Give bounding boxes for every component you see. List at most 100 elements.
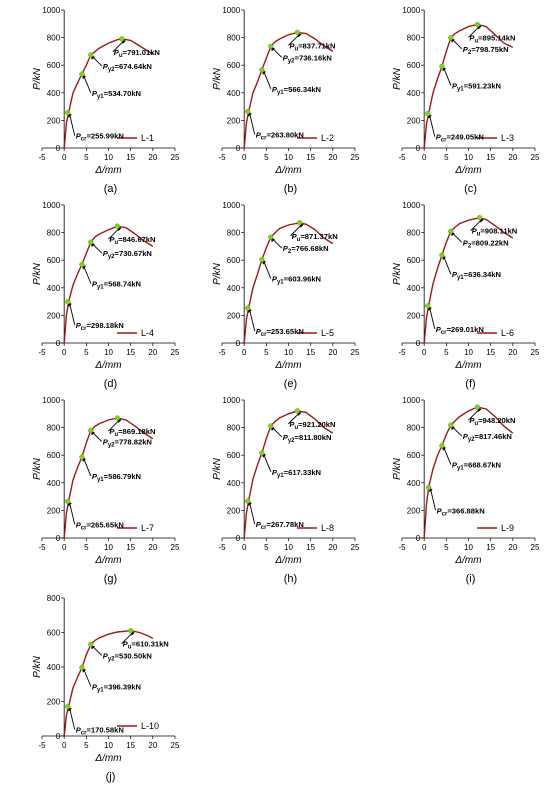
x-tick-label: 15 xyxy=(306,543,315,552)
x-tick-label: 25 xyxy=(531,543,540,552)
y-tick-label: 1000 xyxy=(42,6,60,15)
x-tick-label: -5 xyxy=(218,543,226,552)
x-tick-label: 10 xyxy=(104,153,113,162)
annotation-arrow xyxy=(83,458,92,477)
y-tick-label: 200 xyxy=(227,506,241,515)
x-tick-label: 20 xyxy=(148,348,157,357)
x-tick-label: 15 xyxy=(486,153,495,162)
data-point xyxy=(79,664,85,671)
x-tick-label: 0 xyxy=(62,543,67,552)
x-tick-label: 20 xyxy=(328,543,337,552)
x-tick-label: 20 xyxy=(328,348,337,357)
data-point xyxy=(79,261,85,268)
y-tick-label: 0 xyxy=(236,144,241,153)
y-tick-label: 800 xyxy=(407,424,421,433)
x-tick-label: 10 xyxy=(464,348,473,357)
legend-label: L-9 xyxy=(501,523,514,533)
panel-label: (b) xyxy=(284,183,297,195)
annotation-arrow xyxy=(83,76,92,94)
y-axis-label: P/kN xyxy=(212,67,223,89)
y-tick-label: 800 xyxy=(47,424,61,433)
y-tick-label: 800 xyxy=(227,229,241,238)
y-axis-label: P/kN xyxy=(32,655,43,677)
y-axis-label: P/kN xyxy=(32,457,43,479)
chart-panel-7: -5 0 5 10 15 20 25 0 200 400 600 800 1000 Δ/mm P/kN L-7… xyxy=(32,396,180,585)
point-annotation: Pu=921.20kN xyxy=(289,420,335,431)
point-annotation: Py1=568.74kN xyxy=(92,280,141,291)
annotation-arrow xyxy=(108,227,120,240)
y-tick-label: 400 xyxy=(227,284,241,293)
y-tick-label: 1000 xyxy=(42,201,60,210)
legend-label: L-8 xyxy=(321,523,334,533)
point-annotation: Py2=530.50kN xyxy=(103,651,152,662)
y-tick-label: 400 xyxy=(227,89,241,98)
y-tick-label: 1000 xyxy=(222,201,240,210)
annotation-arrow xyxy=(470,219,482,231)
point-annotation: Pcr=249.05kN xyxy=(436,133,484,144)
y-tick-label: 800 xyxy=(227,34,241,43)
series-line xyxy=(63,417,154,539)
x-tick-label: -5 xyxy=(218,348,226,357)
y-tick-label: 400 xyxy=(407,284,421,293)
y-tick-label: 600 xyxy=(407,256,421,265)
x-tick-label: 25 xyxy=(531,348,540,357)
point-annotation: Pu=846.67kN xyxy=(109,235,155,246)
x-tick-label: 15 xyxy=(126,543,135,552)
y-tick-label: 600 xyxy=(47,451,61,460)
annotation-arrow xyxy=(69,303,76,325)
y-tick-label: 1000 xyxy=(402,6,420,15)
x-tick-label: 20 xyxy=(508,543,517,552)
y-tick-label: 600 xyxy=(407,61,421,70)
x-tick-label: 25 xyxy=(171,543,180,552)
y-tick-label: 600 xyxy=(407,451,421,460)
x-tick-label: 10 xyxy=(284,348,293,357)
x-tick-label: 25 xyxy=(351,543,360,552)
y-tick-label: 600 xyxy=(47,629,61,638)
x-tick-label: 0 xyxy=(242,348,247,357)
x-tick-label: 0 xyxy=(62,153,67,162)
annotation-arrow xyxy=(263,71,272,90)
y-tick-label: 200 xyxy=(407,116,421,125)
series-line xyxy=(63,629,154,737)
annotation-arrow xyxy=(263,454,272,472)
annotation-arrow xyxy=(92,646,103,656)
data-point xyxy=(114,223,121,229)
annotation-arrow xyxy=(290,224,302,237)
annotation-arrow xyxy=(263,261,272,279)
panel-label: (d) xyxy=(104,378,117,390)
y-tick-label: 800 xyxy=(47,594,61,603)
annotation-arrow xyxy=(249,113,256,135)
annotation-arrow xyxy=(108,419,120,432)
y-tick-label: 800 xyxy=(407,229,421,238)
point-annotation: Py2=674.64kN xyxy=(103,62,152,73)
data-point xyxy=(425,110,431,117)
data-point xyxy=(245,108,251,115)
data-point xyxy=(245,305,251,311)
annotation-arrow xyxy=(272,238,283,249)
annotation-arrow xyxy=(468,408,480,421)
data-point xyxy=(439,252,445,258)
annotation-arrow xyxy=(83,266,92,284)
x-axis-label: Δ/mm xyxy=(94,360,121,371)
point-annotation: Py2=736.16kN xyxy=(283,53,332,64)
chart-panel-4: -5 0 5 10 15 20 25 0 200 400 600 800 1000 Δ/mm P/kN L-4… xyxy=(32,201,180,390)
y-tick-label: 600 xyxy=(227,61,241,70)
y-tick-label: 800 xyxy=(47,34,61,43)
annotation-arrow xyxy=(443,257,452,275)
point-annotation: Py1=566.34kN xyxy=(272,85,321,96)
annotation-arrow xyxy=(249,309,256,332)
x-tick-label: -5 xyxy=(398,543,406,552)
x-tick-label: 0 xyxy=(422,348,427,357)
x-tick-label: 0 xyxy=(422,543,427,552)
x-tick-label: 25 xyxy=(351,348,360,357)
annotation-arrow xyxy=(249,502,256,525)
y-tick-label: 1000 xyxy=(402,201,420,210)
data-point xyxy=(114,415,121,421)
x-tick-label: 0 xyxy=(62,348,67,357)
y-axis-label: P/kN xyxy=(212,262,223,284)
x-tick-label: 0 xyxy=(242,153,247,162)
annotation-arrow xyxy=(288,34,300,46)
data-point xyxy=(259,257,265,263)
data-point xyxy=(79,454,85,460)
x-tick-label: 10 xyxy=(464,153,473,162)
